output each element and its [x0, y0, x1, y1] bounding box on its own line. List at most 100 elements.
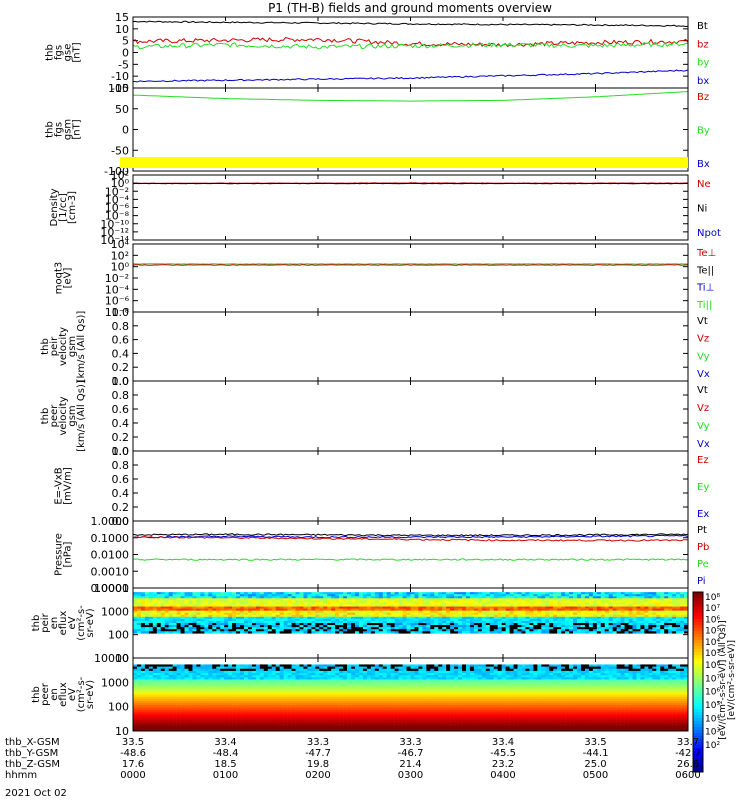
- spectrogram-cell: [168, 690, 173, 693]
- spectrogram-cell: [291, 713, 296, 717]
- spectrogram-cell: [259, 703, 265, 706]
- spectrogram-cell: [140, 608, 146, 611]
- spectrogram-cell: [339, 709, 344, 712]
- spectrogram-cell: [632, 596, 637, 599]
- spectrogram-cell: [140, 604, 146, 607]
- spectrogram-cell: [303, 683, 308, 687]
- spectrogram-cell: [255, 724, 261, 728]
- spectrogram-cell: [434, 627, 439, 630]
- spectrogram-cell: [517, 592, 522, 595]
- spectrogram-cell: [184, 596, 189, 599]
- spectrogram-cell: [545, 623, 550, 626]
- spectrogram-cell: [299, 614, 304, 618]
- spectrogram-cell: [307, 709, 312, 712]
- spectrogram-cell: [295, 726, 300, 730]
- spectrogram-cell: [244, 711, 249, 715]
- spectrogram-cell: [259, 694, 265, 697]
- spectrogram-cell: [271, 606, 277, 609]
- spectrogram-cell: [616, 608, 621, 611]
- spectrogram-cell: [351, 692, 356, 695]
- spectrogram-cell: [144, 722, 150, 725]
- spectrogram-cell: [152, 604, 158, 607]
- spectrogram-cell: [588, 618, 594, 622]
- spectrogram-cell: [327, 666, 332, 670]
- spectrogram-cell: [247, 713, 253, 717]
- spectrogram-cell: [644, 629, 649, 632]
- spectrogram-cell: [188, 608, 193, 611]
- spectrogram-cell: [263, 602, 269, 605]
- spectrogram-cell: [240, 616, 245, 620]
- spectrogram-cell: [307, 629, 312, 632]
- spectrogram-cell: [232, 606, 237, 609]
- spectrogram-cell: [303, 608, 308, 611]
- spectrogram-cell: [493, 625, 499, 628]
- spectrogram-cell: [390, 596, 395, 599]
- spectrogram-cell: [497, 596, 502, 599]
- spectrogram-cell: [164, 724, 169, 728]
- spectrogram-cell: [335, 608, 340, 611]
- spectrogram-cell: [481, 596, 487, 599]
- spectrogram-cell: [355, 618, 360, 622]
- spectrogram-cell: [133, 623, 138, 626]
- spectrogram-cell: [497, 623, 502, 626]
- spectrogram-cell: [469, 627, 475, 630]
- spectrogram-cell: [140, 724, 146, 728]
- spectrogram-cell: [180, 720, 185, 723]
- spectrogram-cell: [240, 598, 245, 601]
- y-tick-label: 1000: [101, 605, 129, 618]
- spectrogram-cell: [676, 594, 681, 597]
- spectrogram-cell: [565, 616, 570, 620]
- spectrogram-cell: [644, 618, 649, 622]
- spectrogram-cell: [255, 728, 261, 732]
- spectrogram-cell: [220, 698, 225, 702]
- spectrogram-cell: [232, 700, 237, 704]
- spectrogram-cell: [133, 629, 138, 632]
- spectrogram-cell: [216, 726, 221, 730]
- spectrogram-cell: [355, 677, 360, 680]
- spectrogram-cell: [580, 592, 586, 595]
- spectrogram-cell: [414, 600, 419, 603]
- spectrogram-cell: [311, 598, 316, 601]
- spectrogram-cell: [228, 598, 233, 601]
- spectrogram-cell: [335, 610, 340, 614]
- spectrogram-cell: [676, 602, 681, 605]
- spectrogram-cell: [347, 698, 352, 702]
- spectrogram-cell: [644, 616, 649, 620]
- spectrogram-cell: [267, 720, 273, 723]
- spectrogram-cell: [176, 618, 181, 622]
- spectrogram-cell: [176, 598, 181, 601]
- spectrogram-cell: [362, 629, 368, 632]
- spectrogram-cell: [390, 594, 395, 597]
- spectrogram-cell: [307, 668, 312, 672]
- spectrogram-cell: [172, 688, 177, 691]
- spectrogram-cell: [172, 612, 177, 616]
- spectrogram-cell: [299, 606, 304, 609]
- spectrogram-cell: [259, 700, 265, 704]
- spectrogram-cell: [600, 610, 606, 614]
- spectrogram-cell: [549, 598, 554, 601]
- spectrogram-cell: [287, 631, 292, 634]
- spectrogram-cell: [299, 620, 304, 624]
- spectrogram-cell: [533, 610, 538, 614]
- spectrogram-cell: [319, 698, 324, 702]
- spectrogram-cell: [236, 707, 241, 710]
- spectrogram-cell: [462, 608, 467, 611]
- spectrogram-cell: [652, 627, 657, 630]
- spectrogram-cell: [172, 610, 177, 614]
- spectrogram-cell: [339, 666, 344, 670]
- spectrogram-cell: [335, 625, 340, 628]
- spectrogram-cell: [430, 618, 435, 622]
- spectrogram-cell: [319, 618, 324, 622]
- spectrogram-cell: [307, 718, 312, 721]
- spectrogram-cell: [259, 698, 265, 702]
- spectrogram-cell: [200, 606, 205, 609]
- spectrogram-cell: [525, 614, 530, 618]
- spectrogram-cell: [386, 612, 391, 616]
- spectrogram-cell: [279, 683, 284, 687]
- spectrogram-cell: [224, 600, 229, 603]
- spectrogram-cell: [398, 596, 403, 599]
- spectrogram-cell: [160, 726, 166, 730]
- spectrogram-cell: [628, 596, 633, 599]
- spectrogram-cell: [224, 664, 229, 667]
- spectrogram-cell: [362, 594, 368, 597]
